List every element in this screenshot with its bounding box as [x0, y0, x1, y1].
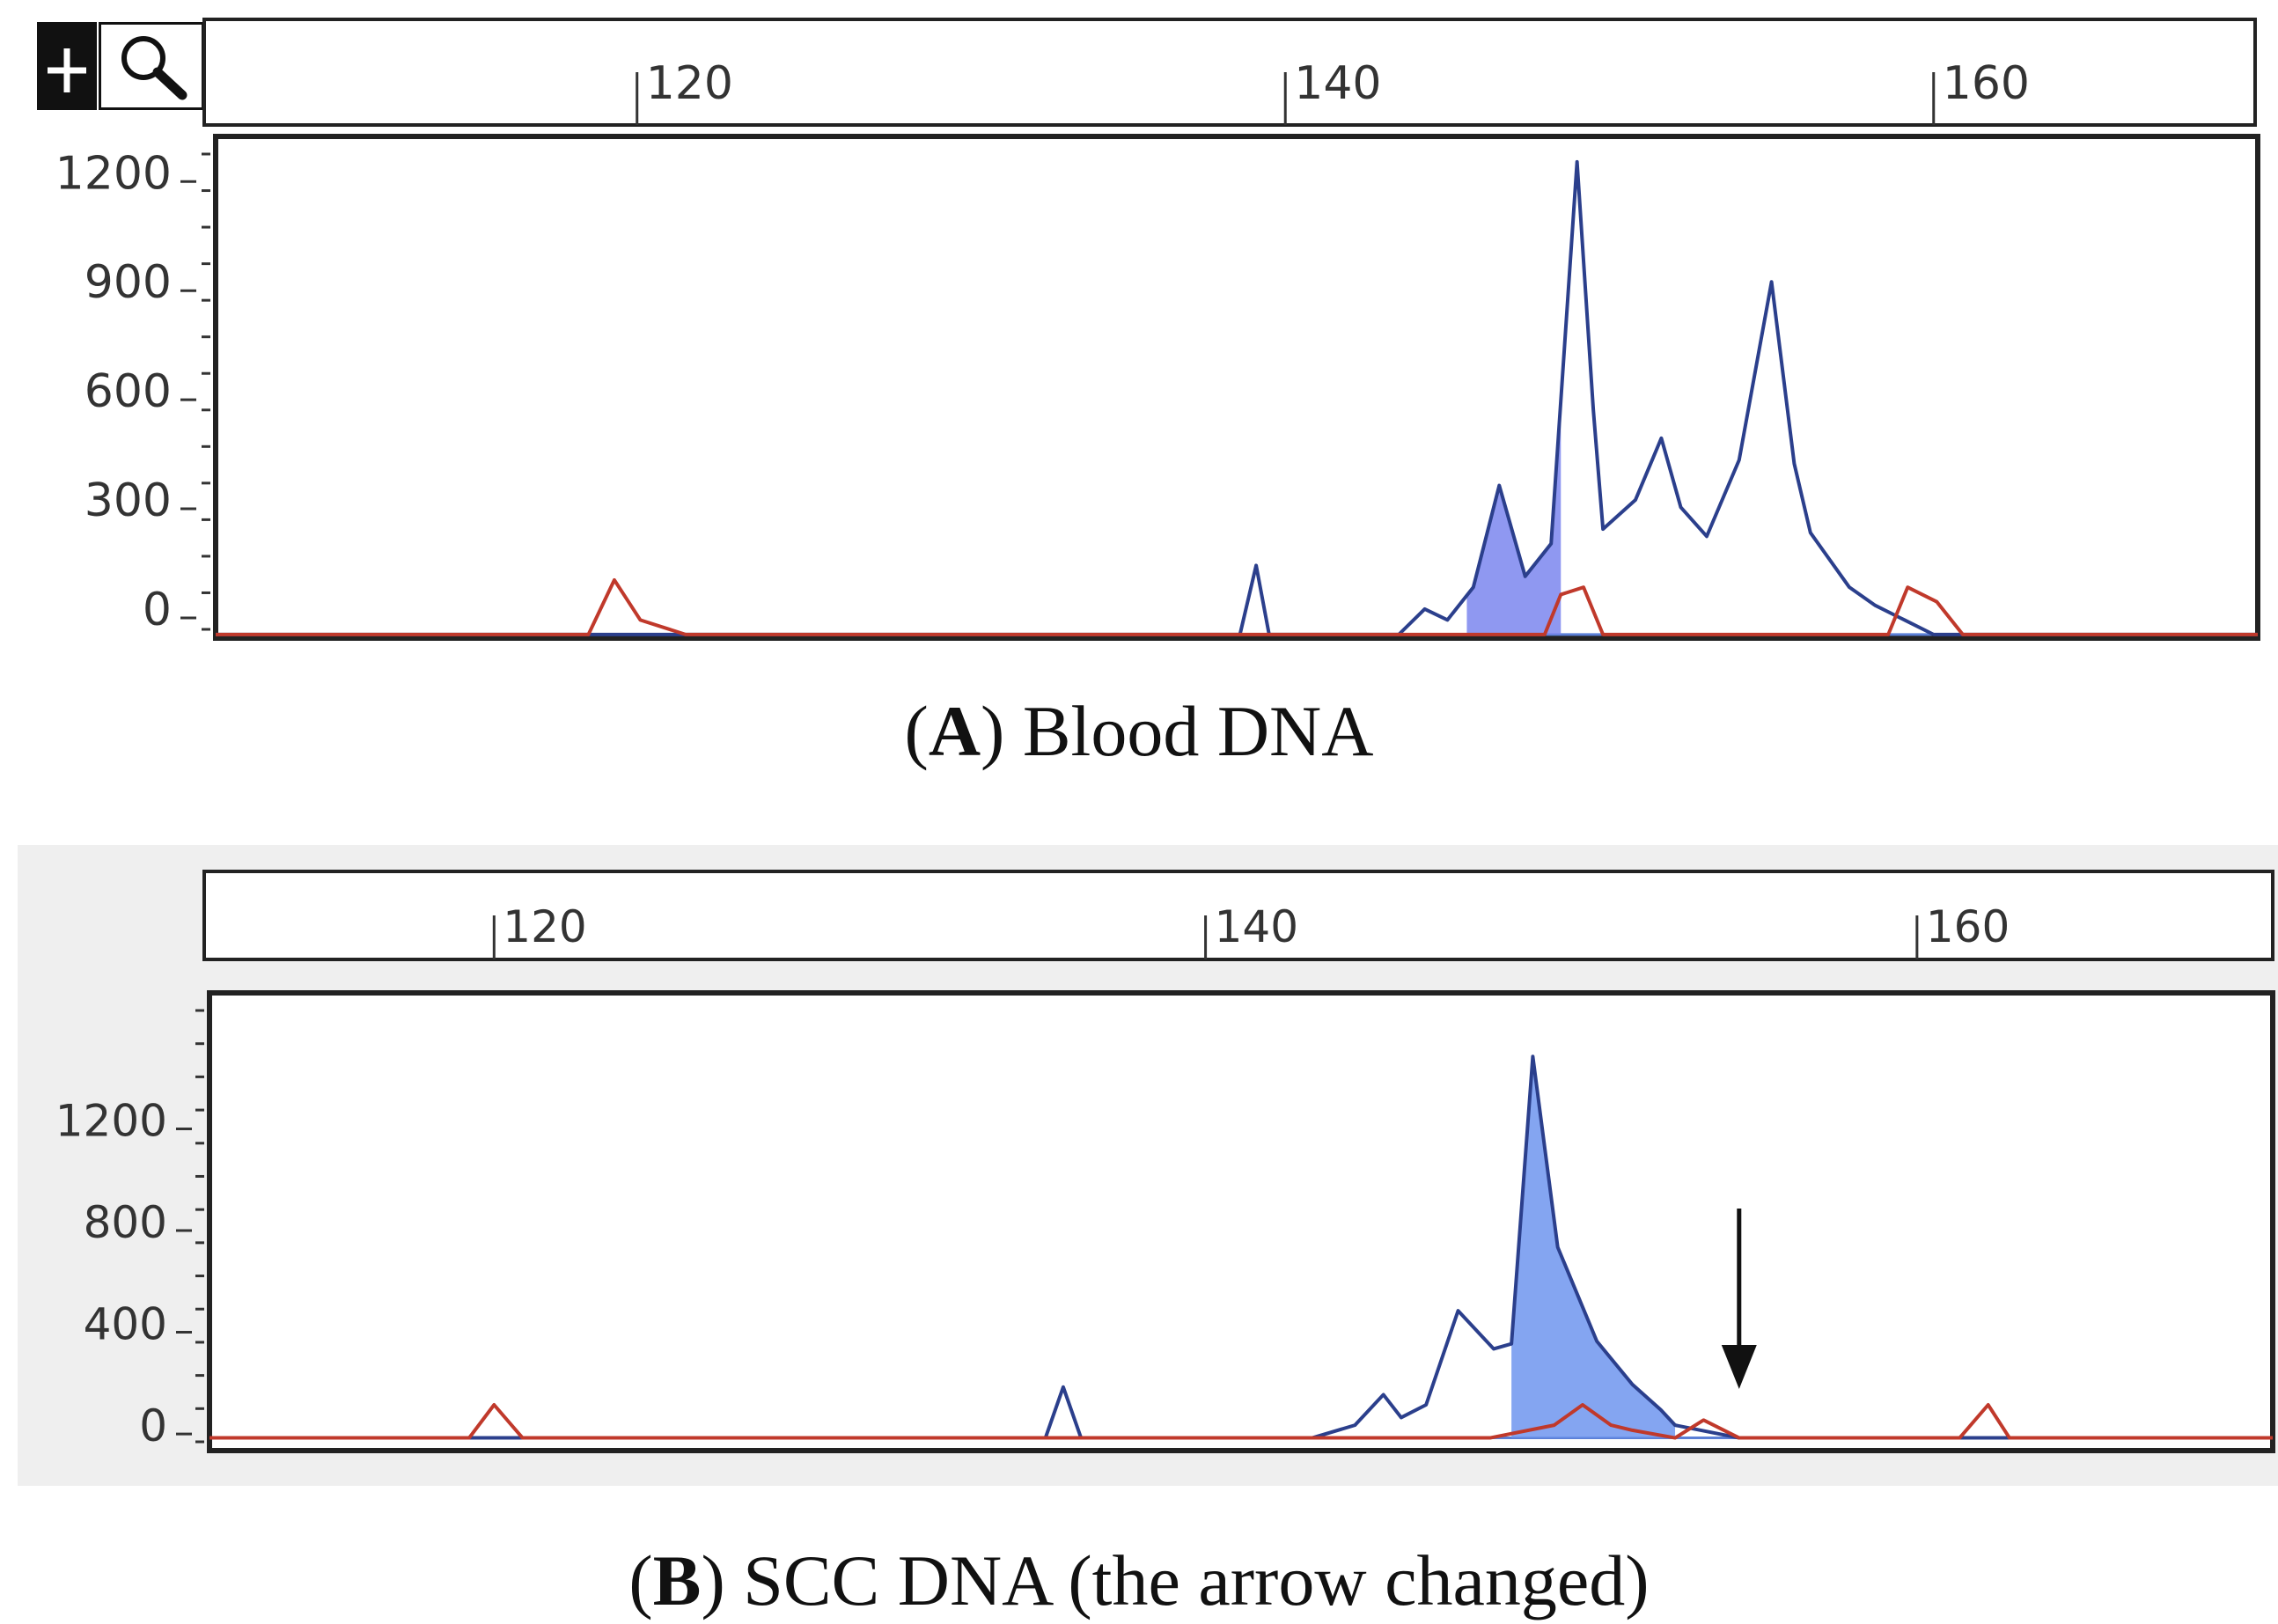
y-tick-label: 900: [85, 256, 172, 309]
caption-a-text: Blood DNA: [1022, 691, 1374, 771]
caption-b-letter: B: [652, 1540, 702, 1620]
chart-b: 120 140 160 1200 800 400 0: [18, 845, 2278, 1486]
y-tick-label: 1200: [55, 1095, 167, 1146]
y-tick-label: 1200: [55, 147, 172, 200]
caption-a-letter: A: [928, 691, 981, 771]
panel-a-crosshair-button[interactable]: [37, 22, 97, 110]
peak-fill: [1466, 400, 1562, 635]
x-tick-label: 120: [503, 901, 586, 952]
y-tick-label: 600: [85, 365, 172, 418]
series-red-line: [209, 1403, 2273, 1440]
caption-b: (B) SCC DNA (the arrow changed): [628, 1540, 1650, 1620]
x-tick-label: 160: [1943, 57, 2030, 110]
x-tick-label: 140: [1294, 57, 1381, 110]
y-tick-label: 300: [85, 474, 172, 527]
x-tick-label: 140: [1215, 901, 1298, 952]
x-ruler: [202, 18, 2257, 127]
y-tick-label: 0: [143, 584, 172, 636]
series-red-line: [216, 577, 2258, 636]
magnifier-icon: [121, 36, 187, 100]
plot-area: [213, 134, 2260, 641]
peak-fill: [1511, 1056, 1676, 1438]
y-tick-label: 0: [139, 1400, 167, 1451]
caption-b-text: SCC DNA (the arrow changed): [743, 1540, 1650, 1620]
x-tick-label: 160: [1926, 901, 2010, 952]
arrow-down-icon: [1721, 1345, 1757, 1389]
y-tick-label: 400: [84, 1299, 167, 1350]
plot-area: [207, 990, 2275, 1453]
plus-icon: [48, 48, 86, 92]
x-ruler: [202, 870, 2274, 961]
y-tick-label: 800: [84, 1197, 167, 1248]
panel-a-zoom-button[interactable]: [99, 22, 204, 110]
caption-a: (A) Blood DNA: [904, 691, 1374, 771]
chart-a: 120 140 160 1200 900 600 300 0: [55, 18, 2260, 641]
series-blue-line: [216, 159, 2258, 636]
x-tick-label: 120: [646, 57, 733, 110]
